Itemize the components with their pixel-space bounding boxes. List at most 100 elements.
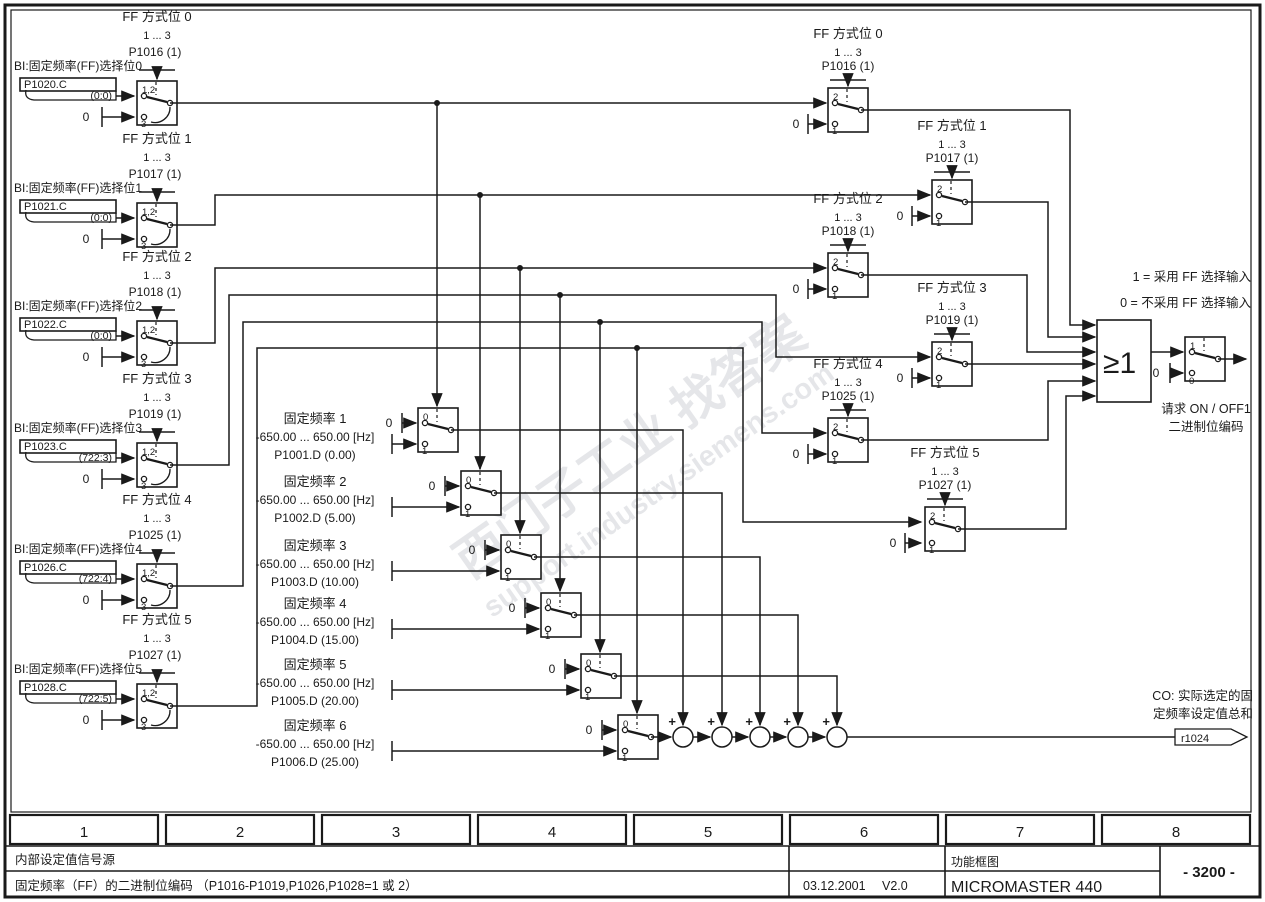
zero-input-label: 0 (469, 543, 476, 557)
ff-bit-label: FF 方式位 2 (813, 191, 882, 206)
switch-wiper (934, 521, 956, 530)
bi-connector-outline (25, 89, 117, 101)
zero-input-label: 0 (509, 601, 516, 615)
param-label: P1016 (1) (822, 59, 875, 73)
ff-bit-label: FF 方式位 0 (813, 26, 882, 41)
bi-connector-outline (25, 329, 117, 341)
bi-connector-outline (25, 451, 117, 463)
mode-switch (931, 179, 973, 225)
freq-range: -650.00 ... 650.00 [Hz] (256, 430, 375, 444)
bus-wire-1 (170, 189, 932, 226)
gate-input-wire (861, 274, 1097, 358)
switch-wiper (146, 95, 168, 104)
plus-sign: + (745, 714, 753, 729)
bi-source-index: (722:5) (79, 693, 112, 705)
switch-arc (150, 228, 171, 246)
column-cell (1100, 813, 1252, 846)
freq-param: P1005.D (20.00) (271, 694, 359, 708)
bi-label: BI:固定频率(FF)选择位2 (14, 298, 142, 313)
switch-caption-2: 二进制位编码 (1168, 419, 1243, 434)
switch-pin (140, 575, 148, 583)
column-cell (944, 813, 1096, 846)
switch-pos-b: 1 (929, 545, 934, 556)
output-switch: 0 1 0 请求 ON / OFF1 二进制位编码 (1151, 336, 1251, 434)
bi-source: P1022.C (24, 319, 67, 331)
left-channel-5: FF 方式位 5 1 ... 3 P1027 (1) BI:固定频率(FF)选择… (14, 612, 192, 733)
switch-wiper (837, 102, 859, 111)
freq-channel-5: 固定频率 5 -650.00 ... 650.00 [Hz] P1005.D (… (256, 653, 843, 727)
sum-node (787, 726, 809, 748)
switch-pin (831, 285, 839, 293)
switch-pin (140, 454, 148, 462)
switch-pos-a: 2 (930, 511, 935, 522)
switch-pin (1188, 348, 1196, 356)
left-channel-4: FF 方式位 4 1 ... 3 P1025 (1) BI:固定频率(FF)选择… (14, 492, 192, 613)
switch-pos-b: 1 (936, 380, 941, 391)
switch-pin (421, 440, 429, 448)
version: V2.0 (882, 879, 908, 893)
freq-param: P1006.D (25.00) (271, 755, 359, 769)
param-label: P1019 (1) (926, 313, 979, 327)
junction-dot (557, 292, 563, 298)
column-number: 6 (860, 824, 868, 841)
bi-source: P1020.C (24, 79, 67, 91)
junction-dot (517, 265, 523, 271)
switch-pos-a: 2 (937, 184, 942, 195)
switch-pin (140, 353, 148, 361)
freq-channel-4: 固定频率 4 -650.00 ... 650.00 [Hz] P1004.D (… (256, 592, 804, 727)
freq-title: 固定频率 3 (284, 538, 347, 553)
ff-bit-label: FF 方式位 1 (917, 118, 986, 133)
column-cell (164, 813, 316, 846)
switch-wiper (837, 267, 859, 276)
bi-source: P1023.C (24, 441, 67, 453)
bi-source-index: (0:0) (90, 330, 112, 342)
freq-channel-3: 固定频率 3 -650.00 ... 650.00 [Hz] P1003.D (… (256, 534, 766, 727)
zero-input-label: 0 (1153, 366, 1160, 380)
ff-bit-label: FF 方式位 0 (122, 9, 191, 24)
plus-sign: + (707, 714, 715, 729)
switch-pin (621, 747, 629, 755)
switch-wiper (470, 485, 492, 494)
ff-bit-label: FF 方式位 1 (122, 131, 191, 146)
sum-node (711, 726, 733, 748)
column-number: 5 (704, 824, 712, 841)
ff-bit-label: FF 方式位 3 (917, 280, 986, 295)
bi-source: P1028.C (24, 682, 67, 694)
ff-bit-label: FF 方式位 4 (813, 356, 882, 371)
left-channel-2: FF 方式位 2 1 ... 3 P1018 (1) BI:固定频率(FF)选择… (14, 249, 192, 370)
gate-input-wire (861, 109, 1097, 331)
or-gate: ≥1 (1096, 319, 1152, 403)
switch-pin (928, 518, 936, 526)
switch-pos-a: 0 (423, 412, 428, 423)
ff-bit-label: FF 方式位 4 (122, 492, 191, 507)
bus-wire-3 (170, 294, 932, 466)
left-channel-0: FF 方式位 0 1 ... 3 P1016 (1) BI:固定频率(FF)选择… (14, 9, 192, 130)
column-cell (8, 813, 160, 846)
bi-source-index: (722:3) (79, 452, 112, 464)
switch-pos-a: 0 (623, 719, 628, 730)
zero-input-label: 0 (83, 232, 90, 246)
legend-line-1: 1 = 采用 FF 选择输入 (1133, 269, 1252, 284)
switch-pin (935, 191, 943, 199)
right-channel-2: FF 方式位 2 1 ... 3 P1018 (1) 0 2 1 (793, 191, 1097, 358)
switch-pin (831, 264, 839, 272)
bi-label: BI:固定频率(FF)选择位1 (14, 180, 142, 195)
zero-input-label: 0 (549, 662, 556, 676)
zero-input-label: 0 (586, 723, 593, 737)
or-gate-box (1096, 319, 1152, 403)
bit-bus-wires (170, 97, 932, 715)
switch-arc (150, 106, 171, 124)
param-range: 1 ... 3 (143, 633, 171, 645)
column-number: 8 (1172, 824, 1180, 841)
right-channel-3: FF 方式位 3 1 ... 3 P1019 (1) 0 2 1 (897, 280, 1097, 391)
gate-input-wire (965, 201, 1097, 343)
switch-pin (1188, 369, 1196, 377)
sum-node (826, 726, 848, 748)
switch-pos-a: 1,2 (142, 85, 155, 96)
switch-pin (544, 625, 552, 633)
param-range: 1 ... 3 (143, 392, 171, 404)
zero-input-label: 0 (386, 416, 393, 430)
switch-wiper (146, 457, 168, 466)
switch-pos-a: 2 (833, 257, 838, 268)
